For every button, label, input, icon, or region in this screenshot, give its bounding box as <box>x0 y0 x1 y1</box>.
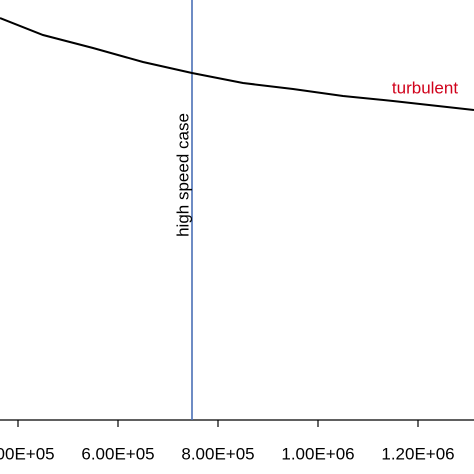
x-tick-label: 1.20E+06 <box>381 444 454 463</box>
x-tick-label: 4.00E+05 <box>0 444 55 463</box>
line <box>0 17 474 111</box>
reference-label: high speed case <box>173 113 192 237</box>
series-label: turbulent <box>392 78 458 97</box>
x-tick-label: 6.00E+05 <box>81 444 154 463</box>
x-tick-label: 1.00E+06 <box>281 444 354 463</box>
x-tick-label: 8.00E+05 <box>181 444 254 463</box>
